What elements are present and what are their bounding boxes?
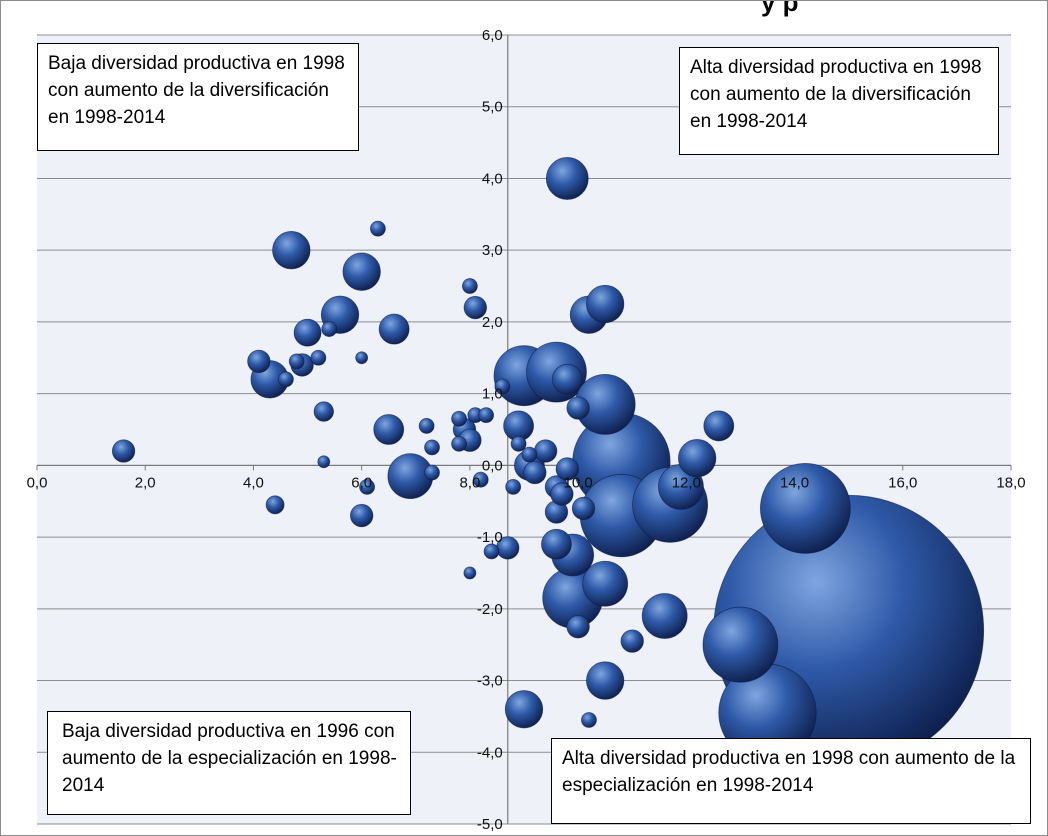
y-tick-label: -5,0: [477, 816, 503, 833]
y-tick-label: 3,0: [482, 242, 503, 259]
y-tick-label: 4,0: [482, 170, 503, 187]
bubble: [582, 560, 629, 607]
bubble: [550, 482, 574, 506]
x-tick-label: 6,0: [351, 474, 372, 491]
bubble: [463, 566, 477, 580]
bubble: [641, 593, 688, 639]
bubble: [505, 478, 522, 495]
x-tick-label: 10,0: [564, 474, 593, 491]
x-tick-label: 14,0: [780, 474, 809, 491]
bubble: [494, 378, 511, 395]
y-tick-label: 6,0: [482, 27, 503, 44]
bubble: [378, 313, 410, 345]
bubble: [278, 371, 294, 388]
bubble: [350, 503, 374, 528]
y-tick-label: -4,0: [477, 744, 503, 761]
bubble: [369, 220, 386, 237]
bubble: [247, 349, 271, 374]
x-tick-label: 12,0: [672, 474, 701, 491]
bubble: [555, 457, 579, 481]
bubble: [586, 284, 625, 324]
bubble: [418, 418, 435, 434]
bubble: [586, 661, 625, 700]
bubble: [463, 295, 487, 320]
quadrant-label-top-right: Alta diversidad productiva en 1998 con a…: [679, 47, 999, 155]
bubble: [342, 252, 381, 291]
bubble-series: [111, 157, 985, 766]
y-tick-label: -1,0: [477, 529, 503, 546]
bubble: [321, 321, 338, 337]
x-tick-label: 0,0: [27, 474, 48, 491]
bubble: [265, 495, 285, 515]
bubble: [541, 528, 572, 560]
bubble: [533, 439, 558, 463]
bubble: [478, 407, 495, 424]
bubble: [581, 712, 597, 728]
x-tick-label: 16,0: [888, 474, 917, 491]
bubble: [272, 231, 311, 270]
y-tick-label: -3,0: [477, 673, 503, 690]
bubble: [288, 353, 305, 370]
bubble: [355, 351, 369, 365]
bubble: [566, 396, 590, 420]
y-tick-label: 5,0: [482, 99, 503, 116]
bubble: [702, 606, 779, 683]
bubble: [461, 278, 478, 294]
bubble: [571, 496, 596, 521]
bubble: [523, 460, 547, 485]
y-tick-label: -2,0: [477, 601, 503, 618]
quadrant-label-bottom-right: Alta diversidad productiva en 1998 con a…: [551, 738, 1031, 824]
bubble: [566, 615, 590, 639]
bubble: [424, 439, 440, 456]
x-tick-labels: 0,0 2,0 4,0 6,0 8,0 10,0 12,0 14,0 16,0 18,0: [27, 474, 1026, 491]
bubble: [551, 363, 583, 395]
bubble: [451, 435, 467, 452]
bubble: [317, 455, 331, 469]
bubble: [111, 439, 136, 463]
bubble: [620, 629, 644, 653]
bubble: [545, 157, 589, 200]
bubble: [451, 410, 467, 427]
bubble: [703, 410, 735, 442]
bubble: [504, 690, 544, 729]
y-tick-labels: 6,0 5,0 4,0 3,0 2,0 1,0 0,0 -1,0 -2,0 -3,0 -4,0 -5,…: [477, 27, 503, 833]
x-tick-label: 8,0: [459, 474, 480, 491]
x-tick-label: 18,0: [996, 474, 1025, 491]
bubble: [472, 471, 489, 488]
bubble: [373, 414, 405, 445]
bubble: [424, 464, 440, 481]
bubble: [310, 349, 327, 366]
x-tick-label: 4,0: [243, 474, 264, 491]
x-tick-label: 2,0: [135, 474, 156, 491]
quadrant-label-bottom-left: Baja diversidad productiva en 1996 con a…: [47, 711, 411, 815]
y-tick-label: 2,0: [482, 314, 503, 331]
bubble: [678, 439, 717, 478]
y-tick-label: 1,0: [482, 386, 503, 403]
y-tick-label: 0,0: [482, 457, 503, 474]
quadrant-label-top-left: Baja diversidad productiva en 1998 con a…: [37, 43, 359, 151]
bubble: [521, 446, 538, 463]
bubble: [759, 462, 851, 554]
bubble: [313, 401, 334, 422]
bubble: [510, 435, 527, 452]
bubble: [293, 318, 322, 347]
bubble: [483, 543, 500, 560]
bubble: [359, 478, 375, 495]
chart-title-fragment: y p: [761, 0, 799, 17]
